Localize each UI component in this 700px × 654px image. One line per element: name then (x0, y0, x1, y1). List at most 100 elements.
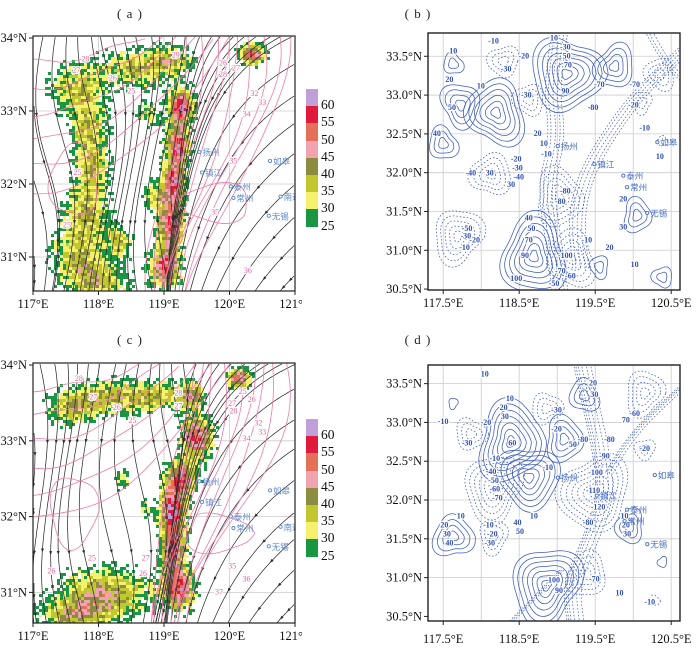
svg-text:10: 10 (477, 81, 485, 90)
svg-text:-30: -30 (521, 90, 532, 99)
radar-echo-layer (45, 42, 270, 291)
svg-text:-80: -80 (604, 435, 615, 444)
colorbar-label: 55 (321, 114, 335, 130)
svg-text:28: 28 (81, 55, 89, 64)
colorbar-label: 40 (321, 166, 335, 181)
colorbar-segment (306, 174, 318, 193)
svg-text:121°E: 121°E (279, 297, 302, 311)
svg-text:25: 25 (129, 416, 137, 425)
svg-text:10: 10 (449, 47, 457, 56)
svg-text:28: 28 (174, 389, 182, 398)
svg-text:10: 10 (550, 34, 558, 43)
streamline-arrows (33, 417, 291, 620)
svg-text:镇江: 镇江 (597, 160, 615, 171)
svg-text:20: 20 (500, 403, 508, 412)
svg-text:扬州: 扬州 (561, 473, 578, 484)
reflectivity-colorbar-a: 60 55 50 45 40 35 30 25 (306, 89, 335, 232)
svg-text:扬州: 扬州 (202, 477, 219, 488)
svg-text:-30: -30 (501, 65, 512, 74)
svg-text:50: 50 (527, 224, 535, 233)
svg-text:31.0°N: 31.0°N (386, 571, 422, 585)
svg-text:120°E: 120°E (214, 629, 246, 643)
colorbar-segment (306, 470, 318, 488)
svg-text:117.5°E: 117.5°E (423, 296, 464, 310)
svg-text:-10: -10 (644, 597, 655, 606)
svg-text:117°E: 117°E (18, 629, 49, 643)
svg-text:35: 35 (229, 157, 237, 166)
svg-text:10: 10 (631, 260, 639, 269)
colorbar-label: 35 (321, 183, 335, 199)
svg-text:-30: -30 (484, 538, 495, 547)
svg-text:10: 10 (506, 394, 514, 403)
svg-text:28: 28 (219, 70, 227, 79)
svg-text:常州: 常州 (236, 524, 253, 535)
svg-text:-20: -20 (551, 425, 562, 434)
svg-text:常州: 常州 (630, 183, 647, 194)
svg-text:-60: -60 (565, 271, 576, 280)
gradient-band-layer (539, 33, 680, 290)
svg-text:-30: -30 (462, 439, 473, 448)
svg-text:40: 40 (513, 518, 521, 527)
svg-text:50: 50 (448, 103, 456, 112)
svg-text:120°E: 120°E (214, 297, 246, 311)
svg-text:27: 27 (142, 554, 150, 563)
colorbar-segment (306, 89, 318, 107)
svg-text:20: 20 (445, 75, 453, 84)
colorbar-segment (306, 522, 318, 540)
svg-text:30: 30 (623, 530, 631, 539)
colorbar-segment (306, 209, 318, 227)
svg-text:如皋: 如皋 (273, 486, 291, 497)
svg-text:-10: -10 (541, 149, 552, 158)
colorbar-label: 50 (321, 461, 335, 477)
svg-text:119.5°E: 119.5°E (575, 296, 616, 310)
svg-text:120.5°E: 120.5°E (651, 632, 692, 646)
svg-text:33.0°N: 33.0°N (386, 88, 422, 102)
svg-text:26: 26 (113, 403, 121, 412)
svg-text:32°N: 32°N (0, 177, 27, 191)
svg-text:10: 10 (621, 512, 629, 521)
svg-text:-60: -60 (629, 409, 640, 418)
svg-text:26: 26 (219, 58, 227, 67)
svg-text:30: 30 (501, 412, 509, 421)
svg-text:121°E: 121°E (279, 629, 302, 643)
svg-text:26: 26 (139, 569, 147, 578)
svg-text:-80: -80 (578, 435, 589, 444)
svg-text:常州: 常州 (628, 517, 645, 528)
svg-text:34°N: 34°N (0, 358, 27, 372)
svg-text:30: 30 (590, 390, 598, 399)
svg-text:-20: -20 (518, 52, 529, 61)
svg-text:-70: -70 (629, 80, 640, 89)
svg-text:70: 70 (564, 61, 572, 70)
svg-text:32.0°N: 32.0°N (386, 493, 422, 507)
svg-text:-20: -20 (628, 101, 639, 110)
axis-layer: 117.5°E 118.5°E 119.5°E 120.5°E 33.5°N 33.0°N… (386, 364, 692, 646)
panel-d-title: ( d ) (404, 332, 432, 347)
svg-text:20: 20 (534, 129, 542, 138)
isotherm-layer (33, 36, 292, 291)
svg-text:-10: -10 (639, 124, 650, 133)
svg-text:117°E: 117°E (18, 297, 49, 311)
svg-text:28: 28 (75, 374, 83, 383)
svg-text:-50: -50 (462, 224, 473, 233)
svg-text:25: 25 (74, 168, 82, 177)
svg-text:-40: -40 (466, 169, 477, 178)
colorbar-label: 25 (321, 547, 335, 563)
svg-text:30: 30 (619, 223, 627, 232)
svg-text:70: 70 (525, 235, 533, 244)
colorbar-segment (306, 157, 318, 175)
svg-text:25: 25 (239, 387, 247, 396)
svg-text:-10: -10 (581, 235, 592, 244)
svg-text:34: 34 (243, 434, 251, 443)
svg-text:常州: 常州 (236, 193, 253, 204)
svg-text:10: 10 (530, 512, 538, 521)
svg-text:31°N: 31°N (0, 585, 27, 599)
svg-text:-80: -80 (560, 187, 571, 196)
svg-text:34: 34 (243, 109, 251, 118)
svg-text:-30: -30 (560, 43, 571, 52)
svg-text:118.5°E: 118.5°E (499, 632, 540, 646)
